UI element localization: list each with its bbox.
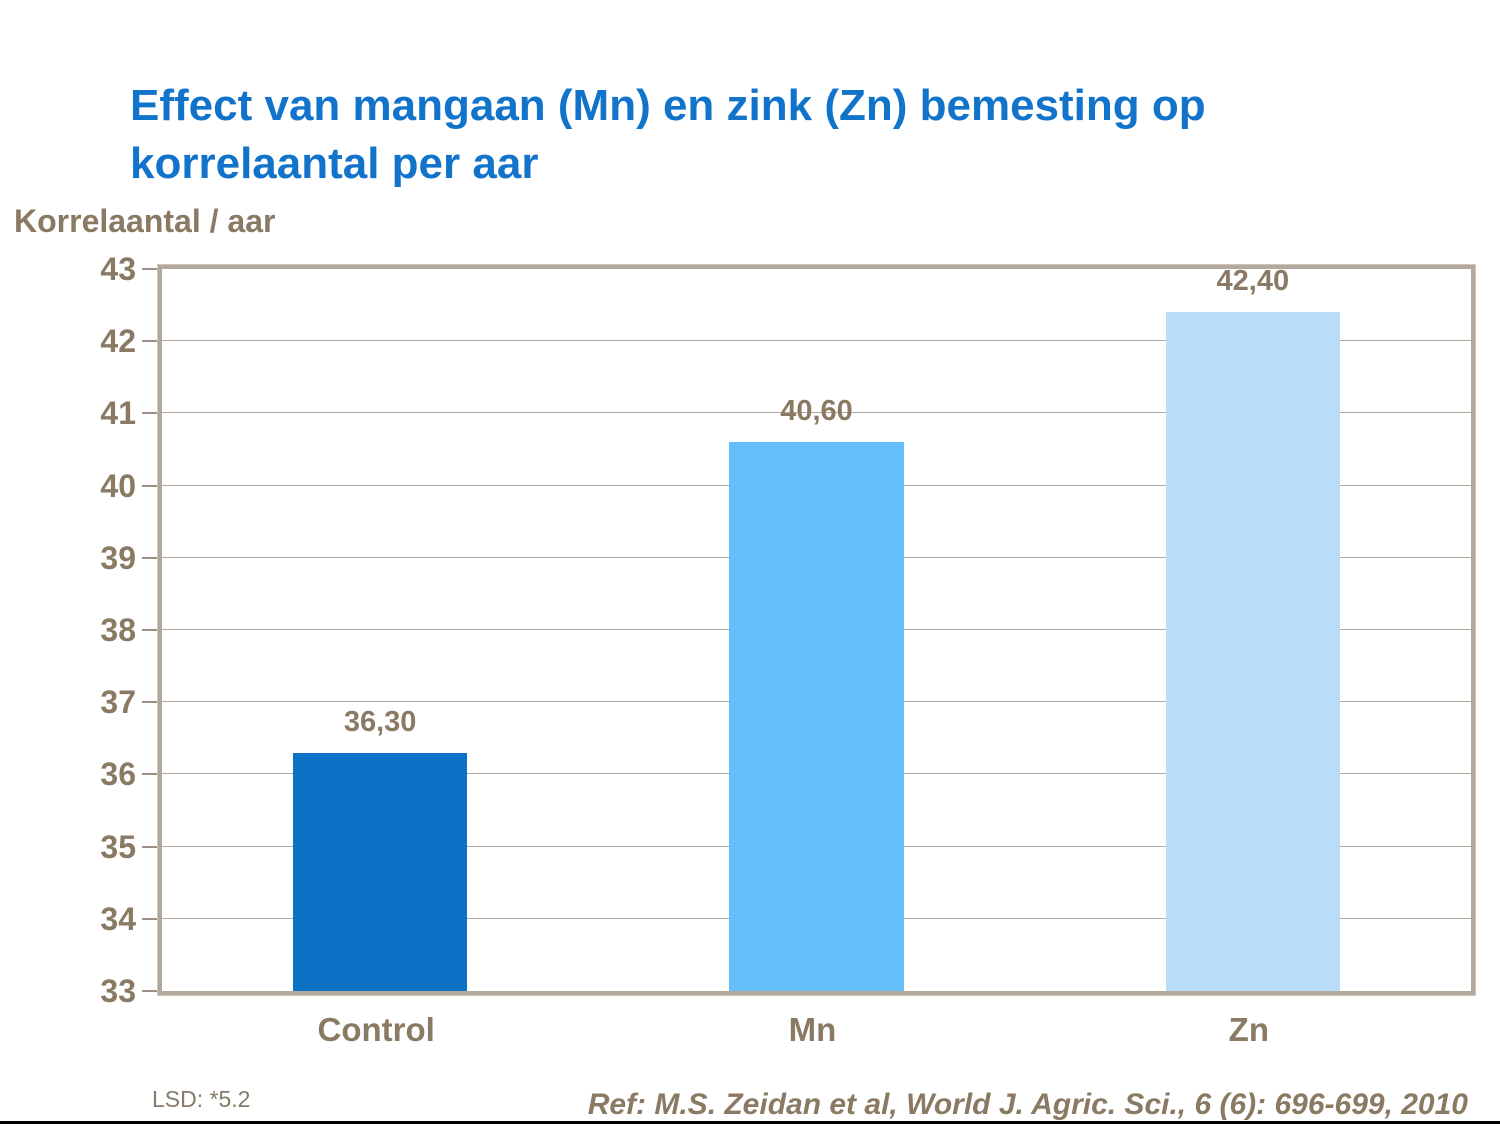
bar-value-label: 36,30	[343, 705, 417, 738]
bottom-rule	[0, 1121, 1500, 1124]
y-tick-label: 33	[100, 973, 136, 1009]
gridline	[162, 340, 1471, 342]
bar-zn	[1165, 312, 1341, 991]
bar-control	[292, 752, 468, 991]
y-tick-label: 37	[100, 684, 136, 721]
y-tick-mark	[142, 701, 157, 704]
y-tick-label: 34	[100, 900, 136, 937]
y-tick-label: 42	[100, 323, 136, 360]
bar-value-label: 40,60	[780, 395, 853, 428]
x-tick-label-mn: Mn	[788, 1011, 837, 1048]
y-tick-mark	[142, 484, 157, 487]
x-axis-labels: Control Mn Zn	[158, 991, 1467, 1051]
reference-citation: Ref: M.S. Zeidan et al, World J. Agric. …	[587, 1088, 1468, 1121]
title-line-2: korrelaantal per aar	[130, 138, 539, 188]
bar-value-label: 42,40	[1216, 265, 1290, 298]
y-tick-mark	[142, 917, 157, 920]
y-axis-title: Korrelaantal / aar	[14, 203, 276, 239]
x-tick-label-zn: Zn	[1228, 1011, 1269, 1048]
y-tick-label: 43	[100, 251, 136, 287]
y-tick-label: 35	[100, 828, 136, 865]
bar-mn	[729, 442, 904, 991]
y-tick-mark	[142, 340, 157, 343]
lsd-note: LSD: *5.2	[152, 1086, 251, 1112]
y-tick-label: 36	[100, 756, 136, 793]
y-tick-mark	[142, 990, 157, 992]
y-tick-label: 41	[100, 395, 136, 432]
page-title: Effect van mangaan (Mn) en zink (Zn) bem…	[130, 77, 1400, 191]
y-tick-mark	[142, 773, 157, 776]
y-tick-label: 40	[100, 467, 136, 504]
gridline	[162, 412, 1471, 414]
y-tick-label: 39	[100, 539, 136, 576]
y-tick-mark	[142, 556, 157, 559]
y-tick-mark	[142, 845, 157, 848]
y-tick-mark	[142, 268, 157, 270]
plot-area: 33 34 35 36 37 38 39 40 41 42 43 36,30 40,60 42,40	[100, 253, 1475, 1007]
y-tick-mark	[142, 629, 157, 631]
title-line-1: Effect van mangaan (Mn) en zink (Zn) bem…	[130, 81, 1206, 131]
y-tick-label: 38	[100, 612, 136, 648]
y-tick-mark	[142, 412, 157, 415]
x-tick-label-control: Control	[317, 1011, 435, 1048]
